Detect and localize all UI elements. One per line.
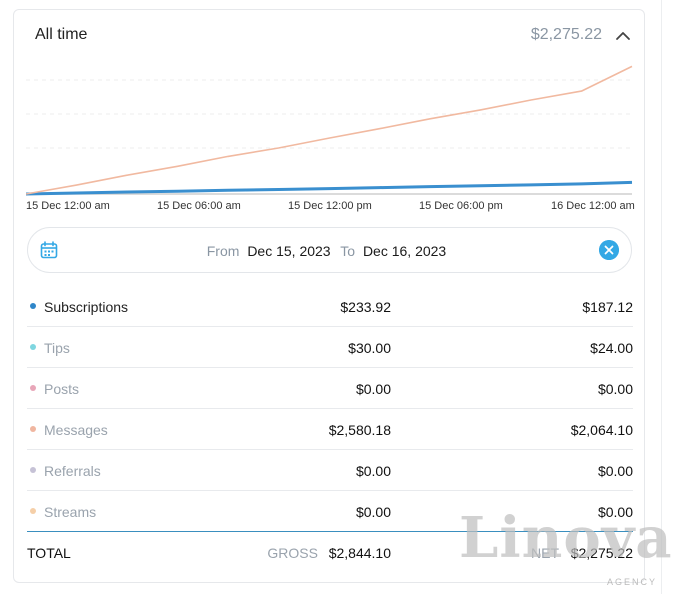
row-net: $187.12 <box>582 299 633 315</box>
row-net: $2,064.10 <box>570 422 633 438</box>
row-gross: $2,580.18 <box>328 422 391 438</box>
close-icon[interactable] <box>599 240 619 260</box>
breakdown-row-messages[interactable]: Messages $2,580.18 $2,064.10 <box>27 409 633 450</box>
row-net: $0.00 <box>597 504 633 520</box>
net-total: $2,275.22 <box>570 545 633 561</box>
watermark-title: Linova <box>459 505 673 571</box>
agency-watermark: Linova AGENCY <box>459 505 672 589</box>
row-net: $0.00 <box>597 463 633 479</box>
series-dot-icon <box>30 426 36 432</box>
x-tick-label: 16 Dec 12:00 am <box>551 200 635 212</box>
calendar-icon[interactable] <box>40 241 58 259</box>
row-gross: $0.00 <box>355 463 391 479</box>
row-gross: $233.92 <box>340 299 391 315</box>
x-tick-label: 15 Dec 06:00 am <box>157 200 241 212</box>
page-divider <box>661 0 662 594</box>
row-label: Streams <box>44 504 97 520</box>
to-label: To <box>340 243 356 259</box>
gross-total: $2,844.10 <box>328 545 391 561</box>
to-date[interactable]: Dec 16, 2023 <box>362 243 447 259</box>
x-tick-label: 15 Dec 12:00 pm <box>288 200 372 212</box>
breakdown-row-posts[interactable]: Posts $0.00 $0.00 <box>27 368 633 409</box>
breakdown-row-tips[interactable]: Tips $30.00 $24.00 <box>27 327 633 368</box>
series-dot-icon <box>30 344 36 350</box>
breakdown-row-subscriptions[interactable]: Subscriptions $233.92 $187.12 <box>27 286 633 327</box>
card-header[interactable]: All time $2,275.22 <box>14 10 644 60</box>
row-gross: $30.00 <box>348 340 391 356</box>
watermark-subtitle: AGENCY <box>606 577 657 587</box>
row-label: Messages <box>44 422 108 438</box>
row-net: $0.00 <box>597 381 633 397</box>
row-gross: $0.00 <box>355 504 391 520</box>
row-gross: $0.00 <box>355 381 391 397</box>
date-range-picker[interactable]: From Dec 15, 2023 To Dec 16, 2023 <box>27 227 632 273</box>
from-date[interactable]: Dec 15, 2023 <box>247 243 331 259</box>
earnings-line-chart <box>26 65 634 196</box>
series-line <box>26 180 633 196</box>
row-label: Posts <box>44 381 80 397</box>
net-label: NET <box>531 545 559 561</box>
from-label: From <box>206 243 240 259</box>
series-dot-icon <box>30 508 36 514</box>
total-row: TOTAL GROSS $2,844.10 NET $2,275.22 <box>27 532 633 572</box>
breakdown-row-streams[interactable]: Streams $0.00 $0.00 <box>27 491 633 532</box>
period-title: All time <box>35 26 88 43</box>
date-range-text: From Dec 15, 2023 To Dec 16, 2023 <box>28 243 631 259</box>
series-line <box>26 65 633 195</box>
period-amount: $2,275.22 <box>530 26 602 43</box>
series-dot-icon <box>30 385 36 391</box>
breakdown-row-referrals[interactable]: Referrals $0.00 $0.00 <box>27 450 633 491</box>
series-dot-icon <box>30 467 36 473</box>
earnings-breakdown-list: Subscriptions $233.92 $187.12 Tips $30.0… <box>27 286 633 532</box>
total-label: TOTAL <box>27 545 71 561</box>
earnings-card: All time $2,275.22 15 Dec 12:00 am 15 De… <box>13 9 645 583</box>
x-tick-label: 15 Dec 06:00 pm <box>419 200 503 212</box>
x-tick-label: 15 Dec 12:00 am <box>26 200 110 212</box>
row-label: Referrals <box>44 463 101 479</box>
row-label: Tips <box>44 340 70 356</box>
row-label: Subscriptions <box>44 299 129 315</box>
series-dot-icon <box>30 303 36 309</box>
row-net: $24.00 <box>590 340 633 356</box>
chevron-up-icon[interactable] <box>614 28 632 42</box>
gross-label: GROSS <box>267 545 318 561</box>
